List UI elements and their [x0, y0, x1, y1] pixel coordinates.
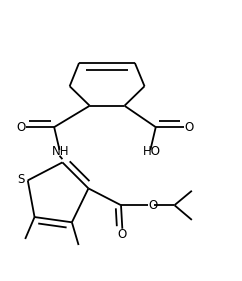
Text: O: O — [148, 199, 158, 212]
Text: S: S — [17, 173, 25, 185]
Text: NH: NH — [52, 145, 69, 158]
Text: HO: HO — [143, 145, 161, 158]
Text: O: O — [16, 121, 25, 134]
Text: O: O — [185, 121, 194, 134]
Text: O: O — [118, 228, 127, 241]
